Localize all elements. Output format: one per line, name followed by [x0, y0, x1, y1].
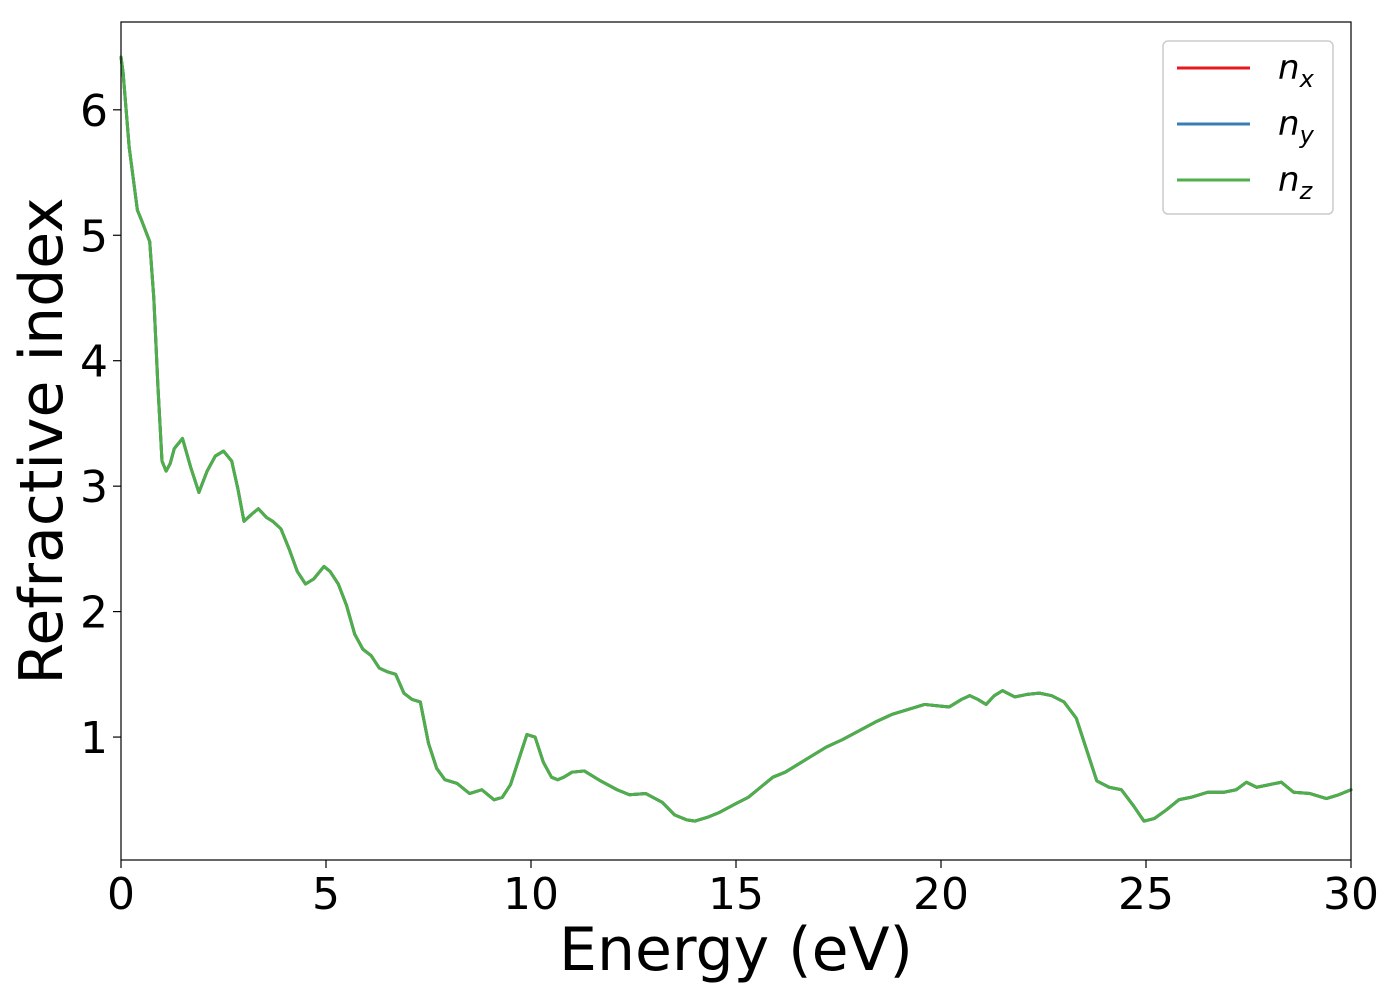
- x-tick-label: 30: [1323, 869, 1379, 920]
- x-tick-label: 25: [1118, 869, 1174, 920]
- y-tick-label: 6: [80, 86, 108, 137]
- y-tick-label: 5: [80, 211, 108, 262]
- legend-label-nz: nz: [1278, 160, 1314, 205]
- x-axis-ticks: 0 5 10 15 20 25 30: [107, 860, 1379, 920]
- series-layer: [119, 55, 1353, 823]
- x-tick-label: 10: [503, 869, 559, 920]
- y-tick-label: 1: [80, 713, 108, 764]
- legend-label-nx: nx: [1278, 48, 1315, 93]
- x-tick-label: 5: [312, 869, 340, 920]
- y-tick-label: 2: [80, 588, 108, 639]
- y-tick-label: 3: [80, 462, 108, 513]
- x-tick-label: 0: [107, 869, 135, 920]
- x-axis-label: Energy (eV): [559, 915, 913, 985]
- x-tick-label: 15: [708, 869, 764, 920]
- legend-label-ny: ny: [1278, 104, 1315, 149]
- y-tick-label: 4: [80, 337, 108, 388]
- legend: nx ny nz: [1162, 40, 1334, 215]
- y-axis-label: Refractive index: [7, 197, 77, 684]
- x-tick-label: 20: [913, 869, 969, 920]
- legend-box: [1162, 40, 1334, 215]
- series-line-nz: [119, 55, 1353, 823]
- y-axis-ticks: 1 2 3 4 5 6: [80, 86, 121, 764]
